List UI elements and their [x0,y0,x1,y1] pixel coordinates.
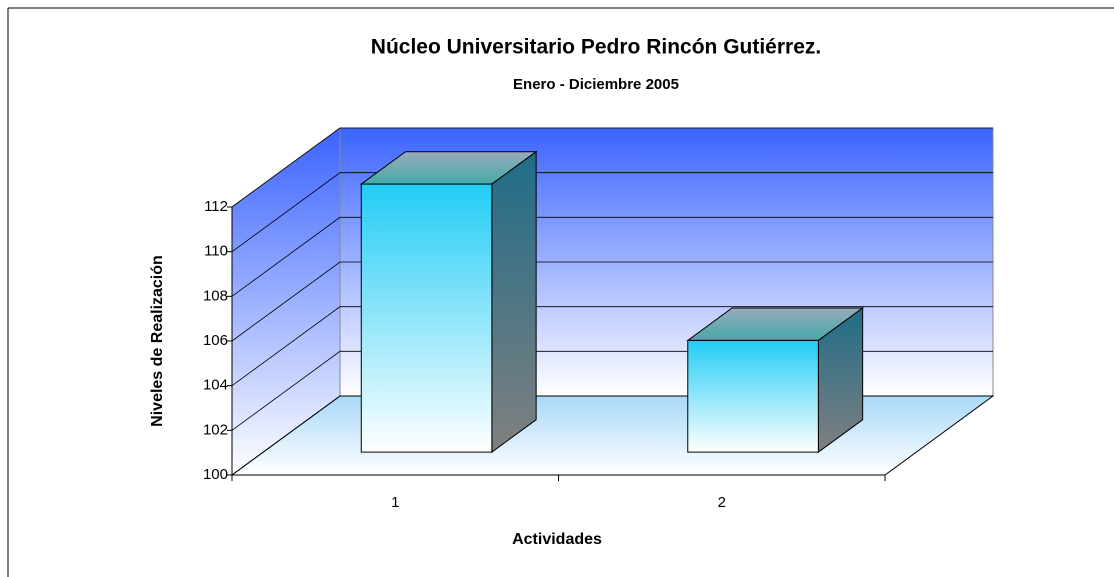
grid-line [231,172,993,252]
y-tick-label: 108 [203,287,228,304]
chart-subtitle: Enero - Diciembre 2005 [513,76,679,93]
bar [360,183,493,453]
y-tick-label: 104 [203,377,228,394]
x-tick-label: 1 [391,494,399,511]
grid-line [231,261,993,342]
bar-side [491,150,537,454]
y-tick-label: 100 [203,466,228,483]
x-tick-label: 2 [718,494,726,511]
y-axis-label: Niveles de Realización [149,255,166,427]
grid-line [231,216,993,297]
floor [230,395,995,476]
y-tick-label: 112 [204,198,228,215]
y-tick-label: 110 [204,243,228,260]
chart-title: Núcleo Universitario Pedro Rincón Gutiér… [371,36,821,59]
y-tick-label: 106 [203,332,228,349]
y-tick-label: 102 [203,421,228,438]
grid-line [231,306,993,386]
bar [687,339,819,453]
x-axis-label: Actividades [512,531,602,548]
grid-line [231,127,993,208]
